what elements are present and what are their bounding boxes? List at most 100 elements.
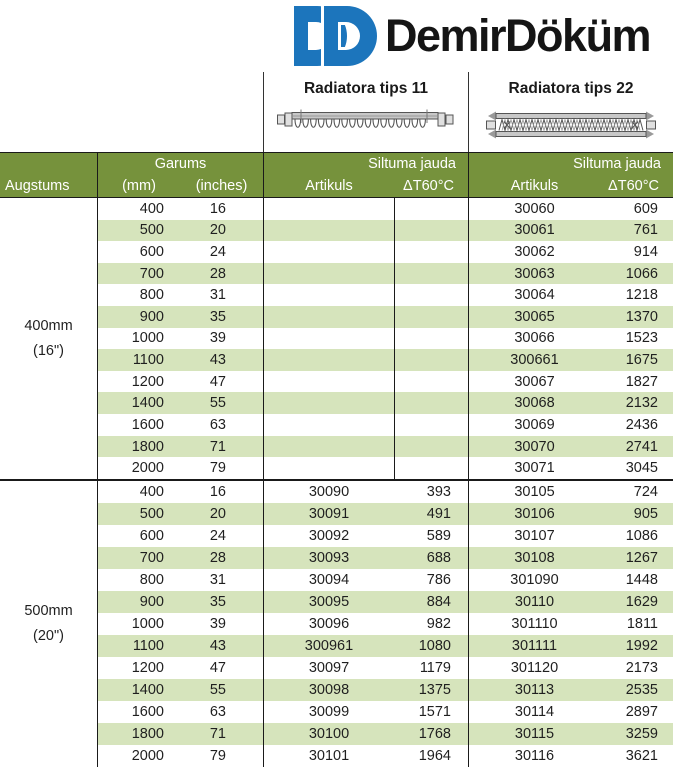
cell-dt60-11: 786 xyxy=(426,571,451,588)
cell-mm: 1600 xyxy=(97,700,180,723)
cell-dt60-22: 1066 xyxy=(625,265,658,282)
section-height-label: 400mm (16") xyxy=(0,198,97,479)
table-row: 1400 55 30068 2132 xyxy=(97,392,673,415)
table-body: 400mm (16") 400 16 30060 609 500 20 30061 761 600 2… xyxy=(0,198,673,767)
table-row: 500 20 30061 761 xyxy=(97,219,673,242)
cell-dt60-11 xyxy=(394,457,468,479)
radiator-type-11-header: Radiatora tips 11 xyxy=(263,72,468,152)
cell-dt60-22: 3621 xyxy=(625,747,658,764)
cell-dt60-22: 2535 xyxy=(625,681,658,698)
cell-dt60-11 xyxy=(394,392,468,415)
height-main: 500mm xyxy=(24,603,73,620)
cell-dt60-22: 1267 xyxy=(625,549,658,566)
cell-mm: 700 xyxy=(97,546,180,569)
cell-artikuls-22: 30062 xyxy=(468,241,600,263)
cell-artikuls-22: 30063 xyxy=(468,262,600,285)
cell-artikuls-11: 30095 xyxy=(263,590,394,613)
cell-artikuls-11 xyxy=(263,392,394,415)
cell-dt60-11 xyxy=(394,262,468,285)
cell-inches: 16 xyxy=(209,200,226,217)
radiator-type-headers: Radiatora tips 11 Radiatora tips 22 xyxy=(0,72,673,152)
cell-mm: 2000 xyxy=(97,744,180,767)
section-height-label: 500mm (20") xyxy=(0,481,97,767)
radiator-type-11-title: Radiatora tips 11 xyxy=(303,80,429,97)
radiator-type-11-icon xyxy=(277,109,454,128)
cell-mm: 700 xyxy=(97,262,180,285)
table-row: 1000 39 30066 1523 xyxy=(97,327,673,350)
cell-mm: 1400 xyxy=(97,678,180,701)
cell-inches: 71 xyxy=(209,438,226,455)
cell-mm: 500 xyxy=(97,219,180,242)
height-main: 400mm xyxy=(24,317,73,334)
cell-mm: 1100 xyxy=(97,349,180,371)
cell-dt60-11 xyxy=(394,219,468,242)
cell-dt60-22: 609 xyxy=(633,200,658,217)
table-row: 800 31 30064 1218 xyxy=(97,284,673,307)
cell-artikuls-22: 30114 xyxy=(468,700,600,723)
cell-dt60-22: 724 xyxy=(633,483,658,500)
cell-dt60-11 xyxy=(394,241,468,263)
cell-artikuls-11: 30101 xyxy=(263,744,394,767)
cell-dt60-11 xyxy=(394,306,468,328)
cell-mm: 500 xyxy=(97,502,180,525)
table-row: 1000 39 30096 982 301110 1811 xyxy=(97,612,673,635)
cell-dt60-11: 884 xyxy=(426,593,451,610)
cell-inches: 63 xyxy=(209,416,226,433)
cell-artikuls-11 xyxy=(263,284,394,307)
cell-mm: 1100 xyxy=(97,634,180,657)
cell-artikuls-22: 30066 xyxy=(468,327,600,350)
cell-mm: 2000 xyxy=(97,457,180,479)
table-row: 600 24 30062 914 xyxy=(97,241,673,263)
cell-artikuls-11 xyxy=(263,241,394,263)
cell-inches: 31 xyxy=(209,287,226,304)
cell-dt60-11: 1571 xyxy=(418,703,451,720)
cell-mm: 800 xyxy=(97,284,180,307)
cell-inches: 24 xyxy=(209,527,226,544)
cell-inches: 20 xyxy=(209,222,226,239)
cell-inches: 79 xyxy=(209,747,226,764)
table-row: 1800 71 30100 1768 30115 3259 xyxy=(97,722,673,745)
cell-artikuls-22: 30105 xyxy=(468,480,600,503)
cell-artikuls-22: 30110 xyxy=(468,590,600,613)
header-dt60-11: ΔT60°C xyxy=(403,178,454,194)
cell-artikuls-22: 30060 xyxy=(468,198,600,220)
cell-artikuls-11 xyxy=(263,327,394,350)
cell-artikuls-22: 301110 xyxy=(468,612,600,635)
cell-dt60-11: 1375 xyxy=(418,681,451,698)
cell-artikuls-22: 30071 xyxy=(468,457,600,479)
cell-dt60-22: 2132 xyxy=(625,395,658,412)
cell-dt60-11: 982 xyxy=(426,615,451,632)
cell-artikuls-11: 30090 xyxy=(263,480,394,503)
radiator-type-22-icon xyxy=(486,111,656,139)
cell-dt60-11: 1768 xyxy=(418,725,451,742)
table-row: 1100 43 300661 1675 xyxy=(97,349,673,371)
cell-artikuls-11: 30096 xyxy=(263,612,394,635)
cell-dt60-11: 393 xyxy=(426,483,451,500)
cell-dt60-22: 2173 xyxy=(625,659,658,676)
cell-inches: 47 xyxy=(209,373,226,390)
table-row: 900 35 30095 884 30110 1629 xyxy=(97,590,673,613)
height-inches: (16") xyxy=(33,342,64,359)
cell-dt60-11 xyxy=(394,414,468,436)
cell-dt60-22: 1218 xyxy=(625,287,658,304)
cell-dt60-22: 2436 xyxy=(625,416,658,433)
header-siltuma-jauda-22: Siltuma jauda xyxy=(468,153,673,175)
cell-dt60-11: 688 xyxy=(426,549,451,566)
cell-artikuls-11: 30097 xyxy=(263,656,394,679)
brand-logo: DemirDöküm xyxy=(0,0,673,72)
cell-mm: 1000 xyxy=(97,327,180,350)
cell-dt60-11 xyxy=(394,370,468,393)
cell-inches: 28 xyxy=(209,549,226,566)
table-row: 1100 43 300961 1080 301111 1992 xyxy=(97,634,673,657)
cell-dt60-22: 2897 xyxy=(625,703,658,720)
header-dt60-22: ΔT60°C xyxy=(608,178,659,194)
cell-inches: 39 xyxy=(209,615,226,632)
cell-artikuls-11: 30092 xyxy=(263,524,394,547)
cell-mm: 400 xyxy=(97,480,180,503)
cell-artikuls-22: 30106 xyxy=(468,502,600,525)
table-row: 400 16 30060 609 xyxy=(97,198,673,220)
cell-artikuls-22: 30115 xyxy=(468,722,600,745)
cell-artikuls-11 xyxy=(263,349,394,371)
header-garums: Garums xyxy=(97,153,263,175)
